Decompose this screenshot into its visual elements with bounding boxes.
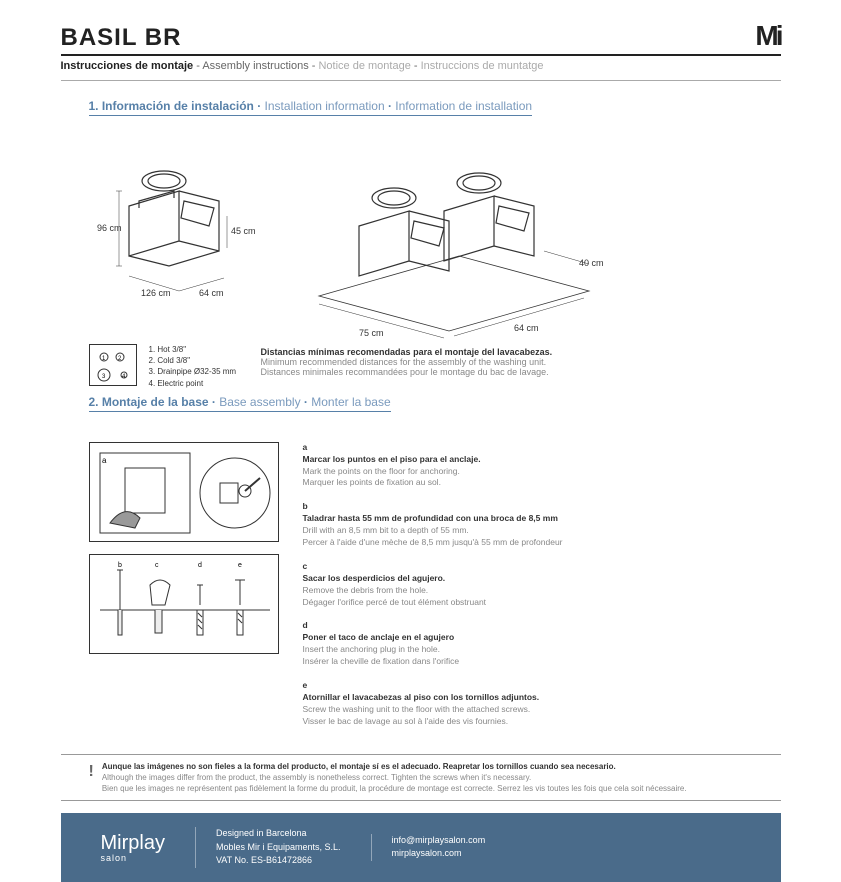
svg-text:3: 3 — [102, 374, 106, 380]
footer-col1: Designed in Barcelona Mobles Mir i Equip… — [195, 827, 341, 868]
assembly-steps: aMarcar los puntos en el piso para el an… — [303, 442, 753, 740]
dimension-drawing: 96 cm 126 cm 64 cm 45 cm — [89, 136, 269, 306]
header: BASIL BR Mi — [61, 20, 781, 56]
recommend-text: Distancias mínimas recomendadas para el … — [261, 347, 781, 377]
svg-text:45 cm: 45 cm — [231, 226, 256, 236]
svg-text:e: e — [238, 562, 242, 569]
warning-note: ! Aunque las imágenes no son fieles a la… — [61, 754, 781, 802]
product-title: BASIL BR — [61, 24, 182, 52]
step-c: cSacar los desperdicios del agujero.Remo… — [303, 561, 753, 609]
footer-col2: info@mirplaysalon.com mirplaysalon.com — [371, 834, 486, 861]
footer-brand: Mirplay salon — [101, 832, 165, 863]
svg-text:b: b — [118, 562, 122, 569]
svg-text:c: c — [155, 562, 159, 569]
section2-title: 2. Montaje de la base · Base assembly · … — [89, 395, 391, 412]
svg-text:126 cm: 126 cm — [141, 288, 171, 298]
assembly-diagrams: a — [89, 442, 279, 740]
svg-text:96 cm: 96 cm — [97, 223, 122, 233]
step-b: bTaladrar hasta 55 mm de profundidad con… — [303, 501, 753, 549]
connector-legend: 1. Hot 3/8" 2. Cold 3/8" 3. Drainpipe Ø3… — [149, 344, 237, 389]
step-d: dPoner el taco de anclaje en el agujeroI… — [303, 620, 753, 668]
footer: Mirplay salon Designed in Barcelona Mobl… — [61, 813, 781, 882]
brand-logo: Mi — [755, 20, 780, 52]
svg-text:75 cm: 75 cm — [359, 328, 384, 338]
svg-text:d: d — [198, 562, 202, 569]
warning-icon: ! — [89, 761, 94, 795]
svg-text:40 cm: 40 cm — [579, 258, 604, 268]
step-e: eAtornillar el lavacabezas al piso con l… — [303, 680, 753, 728]
isometric-layout: 75 cm 40 cm 64 cm — [289, 136, 753, 336]
subtitle-row: Instrucciones de montaje - Assembly inst… — [61, 60, 781, 81]
section1-title: 1. Información de instalación · Installa… — [89, 99, 533, 116]
svg-text:64 cm: 64 cm — [199, 288, 224, 298]
svg-text:a: a — [102, 456, 107, 465]
connector-diagram: 1 2 3 4 — [89, 344, 137, 386]
svg-text:64 cm: 64 cm — [514, 323, 539, 333]
svg-text:4: 4 — [122, 374, 126, 380]
step-a: aMarcar los puntos en el piso para el an… — [303, 442, 753, 490]
